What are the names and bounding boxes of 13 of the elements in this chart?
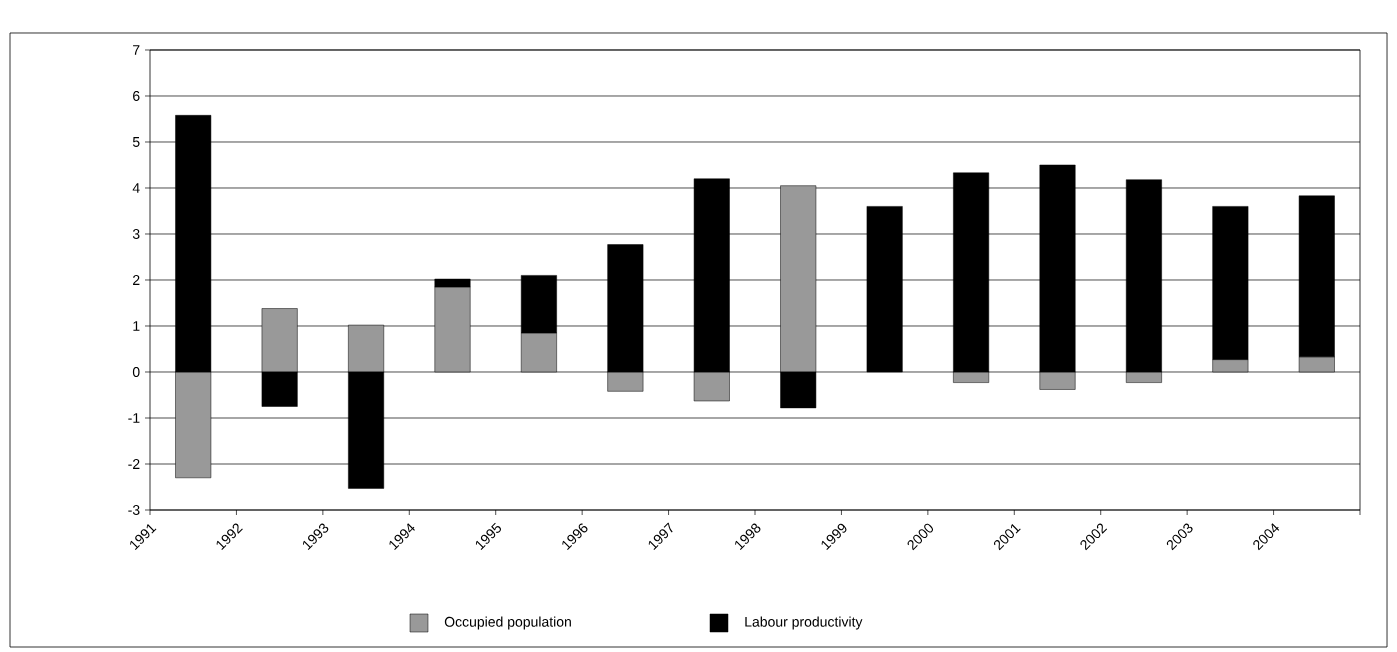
y-tick-label: -1: [128, 413, 140, 423]
y-tick-label: 5: [132, 137, 140, 147]
legend-label: Occupied population: [444, 616, 571, 630]
legend-label: Labour productivity: [745, 616, 863, 630]
y-tick-label: 6: [133, 91, 140, 101]
y-tick-label: 2: [133, 275, 140, 285]
y-tick-label: 1: [133, 321, 140, 331]
y-tick-label: 7: [133, 45, 140, 55]
y-tick-label: -2: [128, 459, 140, 469]
y-tick-label: 3: [132, 229, 140, 239]
y-tick-label: 0: [132, 367, 140, 377]
y-tick-label: -3: [128, 505, 140, 515]
y-tick-label: 4: [132, 183, 140, 193]
